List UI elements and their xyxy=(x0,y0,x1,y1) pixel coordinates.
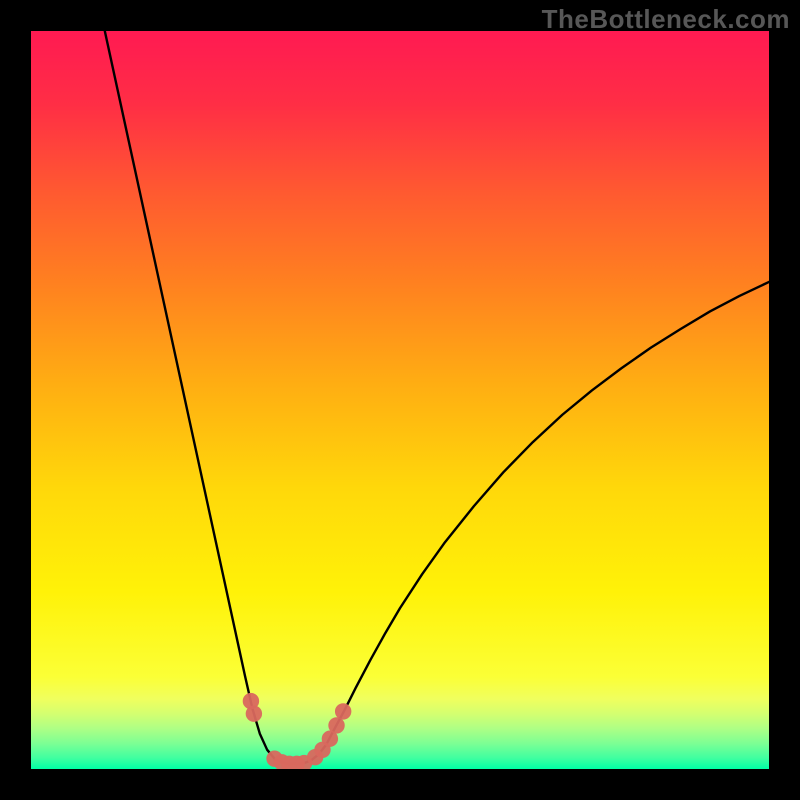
watermark-text: TheBottleneck.com xyxy=(542,4,790,35)
bottleneck-curve-chart xyxy=(31,31,769,769)
highlight-marker xyxy=(246,705,262,721)
gradient-background xyxy=(31,31,769,769)
chart-frame: TheBottleneck.com xyxy=(0,0,800,800)
plot-area xyxy=(31,31,769,769)
highlight-marker xyxy=(335,703,351,719)
highlight-marker xyxy=(328,717,344,733)
